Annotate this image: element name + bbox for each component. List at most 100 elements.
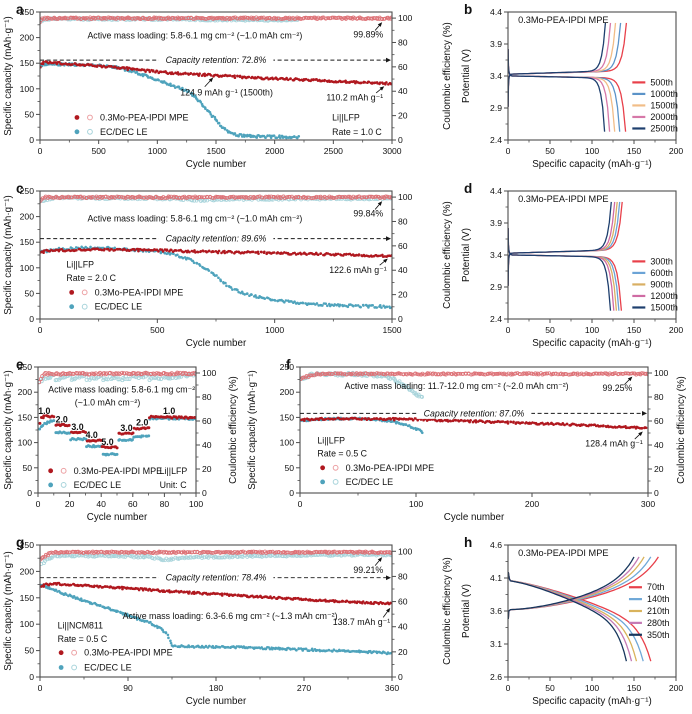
legend-label: 2000th: [650, 112, 678, 122]
x-axis-label: Cycle number: [186, 338, 247, 349]
annotation: 99.89%: [353, 30, 383, 40]
y-tick-label: 100: [20, 263, 35, 273]
yr-tick-label: 40: [654, 440, 664, 450]
series-mpe-cap: [40, 581, 392, 606]
curve-350th: [508, 572, 628, 662]
curve-2500th: [508, 49, 606, 132]
annotation: Active mass loading: 5.8-6.1 mg cm⁻² (~1…: [87, 214, 302, 224]
panel-letter: c: [16, 181, 24, 196]
annotation-arrow: [204, 77, 214, 88]
y-axis-label: Potential (V): [461, 49, 472, 103]
x-tick-label: 0: [38, 683, 43, 693]
panel-g-svg: g0 90 180 270 360050100150200250020406080100…: [3, 535, 453, 707]
legend: 0.3Mo-PEA-IPDI MPE EC/DEC LE: [74, 112, 188, 137]
x-tick-label: 150: [627, 325, 642, 335]
annotation: Rate = 0.5 C: [317, 449, 367, 459]
legend-label: 1000th: [650, 89, 678, 99]
x-tick-label: 2000: [265, 146, 284, 156]
curve-600th: [508, 201, 621, 286]
y-tick-label: 2.9: [490, 282, 502, 292]
x-tick-label: 0: [38, 325, 43, 335]
y-tick-label: 100: [18, 438, 33, 448]
legend-label: 0.3Mo-PEA-IPDI MPE: [74, 466, 163, 476]
x-tick-label: 3000: [382, 146, 401, 156]
y-tick-label: 3.4: [490, 250, 502, 260]
x-tick-label: 50: [545, 325, 555, 335]
yr-axis-label: Coulombic efficiency (%): [442, 557, 453, 665]
annotation: 99.25%: [602, 383, 632, 393]
legend-label: 0.3Mo-PEA-IPDI MPE: [346, 463, 435, 473]
annotation: 3.0: [120, 423, 132, 433]
annotation: 1.0: [38, 406, 50, 416]
annotation: Li||NCM811: [58, 620, 104, 630]
x-tick-label: 1000: [265, 325, 284, 335]
annotation-arrow: [374, 201, 383, 210]
yr-tick-label: 80: [398, 37, 408, 47]
annotation: 138.7 mAh g⁻¹: [333, 617, 391, 627]
legend-label: EC/DEC LE: [95, 302, 143, 312]
annotation: Active mass loading: 6.3-6.6 mg cm⁻² (~1…: [123, 611, 338, 621]
legend-label: 900th: [650, 279, 673, 289]
y-tick-label: 100: [20, 84, 35, 94]
x-tick-label: 1000: [148, 146, 167, 156]
legend-label: 280th: [647, 618, 670, 628]
panel-c: c 0 500 1000 1500 0 50 100 150 200 250 0 20 40 60 80 100…: [0, 177, 458, 353]
x-tick-label: 100: [585, 325, 600, 335]
yr-tick-label: 60: [398, 597, 408, 607]
panel-b: b 0 50 100 150 200 2.4 2.9 3.4 3.9 4.4 Specific cap…: [458, 0, 692, 177]
x-tick-label: 100: [409, 499, 424, 509]
x-tick-label: 90: [123, 683, 133, 693]
x-tick-label: 100: [585, 683, 600, 693]
curve-1500th: [508, 22, 617, 107]
yr-tick-label: 0: [398, 135, 403, 145]
y-axis-label: Specific capacity (mAh·g⁻¹): [3, 551, 14, 671]
annotation-arrow: [634, 431, 643, 440]
panel-g: g 0 90 180 270 360 0 50 100 150 200 250 0 20 40 60 80 100…: [0, 529, 458, 714]
y-tick-label: 100: [20, 619, 35, 629]
legend-label: 2500th: [650, 123, 678, 133]
yr-tick-label: 40: [398, 86, 408, 96]
legend-label: EC/DEC LE: [74, 480, 122, 490]
y-axis-label: Specific capacity (mAh·g⁻¹): [247, 370, 258, 490]
y-tick-label: 0: [27, 488, 32, 498]
curve-2000th: [508, 49, 611, 132]
panel-d-svg: d 0 50 100 150 200 2.4 2.9 3.4 3.9 4.4 Specific cap…: [461, 181, 684, 349]
legend-label: 500th: [650, 77, 673, 87]
x-axis-label: Cycle number: [87, 512, 148, 523]
yr-tick-label: 40: [202, 440, 212, 450]
annotation-arrow: [382, 607, 391, 618]
x-axis-label: Specific capacity (mAh·g⁻¹): [532, 696, 652, 707]
series-mpe-cap: [40, 247, 392, 258]
x-tick-label: 150: [627, 146, 642, 156]
y-tick-label: 4.4: [490, 7, 502, 17]
curve-1000th: [508, 49, 621, 132]
annotation: 110.2 mAh g⁻¹: [326, 93, 383, 103]
y-tick-label: 150: [20, 237, 35, 247]
y-tick-label: 250: [280, 362, 295, 372]
panel-letter: b: [464, 2, 472, 17]
axis-ticks: 0 50 100 150 200 2.4 2.9 3.4 3.9 4.4: [490, 7, 683, 156]
retention-label: Capacity retention: 89.6%: [166, 234, 267, 244]
series-le-ce: [38, 371, 196, 385]
x-tick-label: 100: [189, 499, 204, 509]
x-tick-label: 0: [506, 683, 511, 693]
series-mpe-ce: [300, 371, 648, 381]
x-tick-label: 100: [585, 146, 600, 156]
annotation: Li||LFP: [160, 466, 188, 476]
x-tick-label: 80: [160, 499, 170, 509]
y-axis-label: Specific capacity (mAh·g⁻¹): [3, 16, 14, 136]
annotation: 2.0: [56, 414, 68, 424]
x-tick-label: 200: [525, 499, 540, 509]
panel-e: e 0 20 40 60 80 100 0 50 100 150 200 250 0 20 40 60 80 100…: [0, 353, 244, 529]
yr-tick-label: 0: [398, 314, 403, 324]
curve-300th: [508, 201, 623, 286]
yr-tick-label: 20: [202, 464, 212, 474]
x-tick-label: 200: [669, 325, 684, 335]
annotation: 4.0: [86, 430, 98, 440]
annotation: 124.9 mAh g⁻¹ (1500th): [180, 87, 273, 97]
series-mpe-ce: [40, 15, 392, 25]
legend-label: 70th: [647, 582, 665, 592]
